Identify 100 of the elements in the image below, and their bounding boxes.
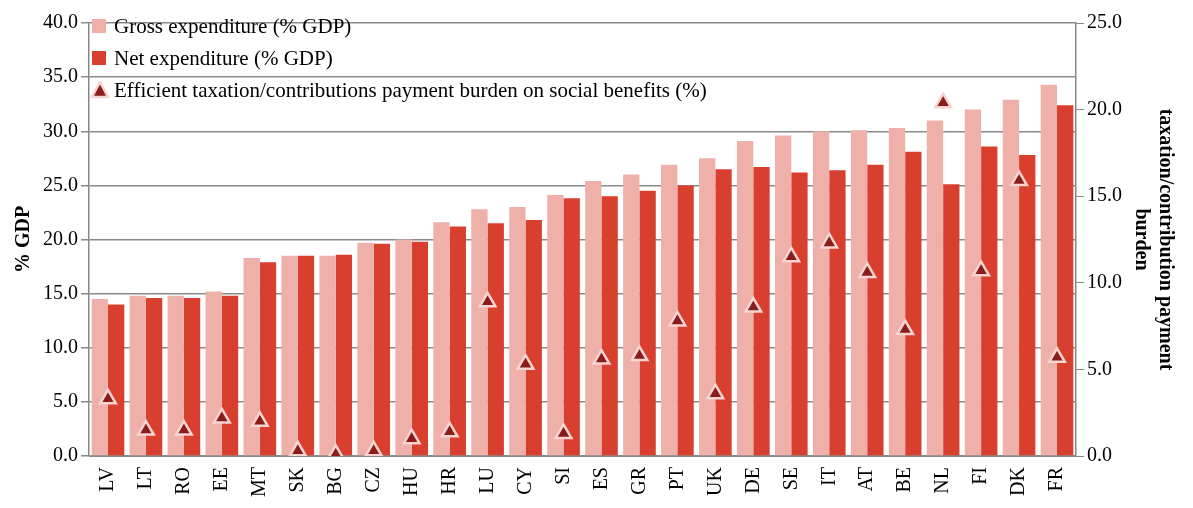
x-tick-label: UK (702, 466, 725, 496)
y-tick-label: 25.0 (43, 172, 78, 195)
point (1047, 347, 1067, 364)
x-tick-label: PT (664, 467, 687, 491)
bar (1057, 105, 1074, 456)
bar (623, 174, 640, 456)
bar (601, 196, 618, 456)
x-tick-label: LV (95, 466, 118, 492)
point (250, 411, 269, 428)
y-tick-label: 20.0 (43, 226, 78, 249)
point (364, 440, 383, 456)
bar (699, 158, 716, 456)
point (934, 92, 953, 109)
point (136, 419, 155, 436)
x-tick-label: SK (285, 466, 308, 493)
bar (205, 291, 222, 456)
bar (563, 198, 580, 456)
bar (525, 220, 542, 456)
x-tick-label: MT (247, 467, 270, 497)
x-tick-label: EE (209, 467, 232, 492)
bar (829, 170, 846, 456)
x-tick-label: GR (626, 466, 649, 495)
bar (259, 262, 277, 456)
x-tick-label: NL (930, 467, 953, 494)
y-tick-label: 30.0 (43, 118, 78, 141)
y2-tick-label: 0.0 (1087, 443, 1112, 466)
bar (677, 185, 694, 456)
point (478, 291, 497, 308)
point (174, 419, 193, 436)
bar (297, 255, 315, 456)
point (858, 262, 877, 279)
bar (1040, 84, 1058, 456)
bar (661, 164, 678, 456)
x-tick-label: HU (398, 466, 421, 496)
bar (964, 109, 982, 456)
y2-tick-label: 10.0 (1087, 270, 1122, 293)
y-tick-label: 35.0 (43, 64, 78, 87)
x-tick-label: CY (512, 467, 535, 495)
point (288, 440, 307, 456)
y2-tick-label: 25.0 (1087, 10, 1122, 33)
bar (791, 172, 808, 456)
point (554, 423, 573, 440)
point (972, 260, 991, 277)
bar (281, 255, 298, 456)
bar (145, 297, 163, 456)
bar (905, 151, 922, 456)
bar (357, 242, 374, 456)
x-tick-label: LT (133, 467, 156, 490)
point (668, 310, 687, 327)
x-tick-label: BE (892, 467, 915, 493)
bar (129, 295, 146, 456)
bar (373, 243, 391, 456)
x-tick-label: ES (588, 467, 611, 491)
point (820, 232, 839, 249)
y-tick-label: 40.0 (43, 10, 78, 33)
point (98, 388, 118, 405)
point (440, 421, 459, 438)
x-tick-label: FR (1044, 466, 1067, 492)
bar (1002, 99, 1020, 456)
bar (926, 120, 944, 456)
bar (433, 222, 450, 456)
point (592, 348, 611, 365)
x-tick-label: SE (778, 467, 801, 491)
bar (411, 241, 428, 456)
bar (867, 164, 884, 456)
bar (888, 128, 906, 456)
x-tick-label: HR (436, 466, 459, 495)
bar (243, 257, 260, 456)
bar (183, 297, 201, 456)
x-tick-label: SI (550, 467, 573, 485)
point (782, 246, 801, 263)
bar (509, 207, 526, 456)
bar (943, 184, 960, 456)
point (402, 428, 421, 445)
bar (335, 254, 353, 456)
legend-label: Efficient taxation/contributions payment burden on social benefits (%) (114, 77, 707, 104)
point (896, 319, 915, 336)
bar (812, 131, 830, 456)
x-tick-label: AT (854, 467, 877, 492)
y2-tick-label: 5.0 (1087, 356, 1112, 379)
x-tick-label: FI (968, 467, 991, 485)
x-tick-label: RO (171, 467, 194, 495)
point (706, 383, 725, 400)
x-tick-label: DE (740, 467, 763, 494)
legend-label: Gross expenditure (% GDP) (114, 13, 352, 40)
bar (449, 226, 466, 456)
bar (1019, 155, 1036, 456)
y-axis-title: % GDP (11, 205, 34, 274)
x-tick-label: BG (323, 467, 345, 495)
point (212, 407, 231, 424)
bar (639, 190, 656, 456)
bar (471, 209, 488, 456)
bar (167, 295, 184, 456)
x-tick-label: LU (474, 466, 497, 494)
bar (585, 181, 602, 456)
bar (850, 130, 868, 456)
bar (487, 223, 504, 456)
y-tick-label: 5.0 (53, 389, 78, 412)
y2-tick-label: 20.0 (1087, 96, 1122, 119)
point (1010, 170, 1029, 187)
